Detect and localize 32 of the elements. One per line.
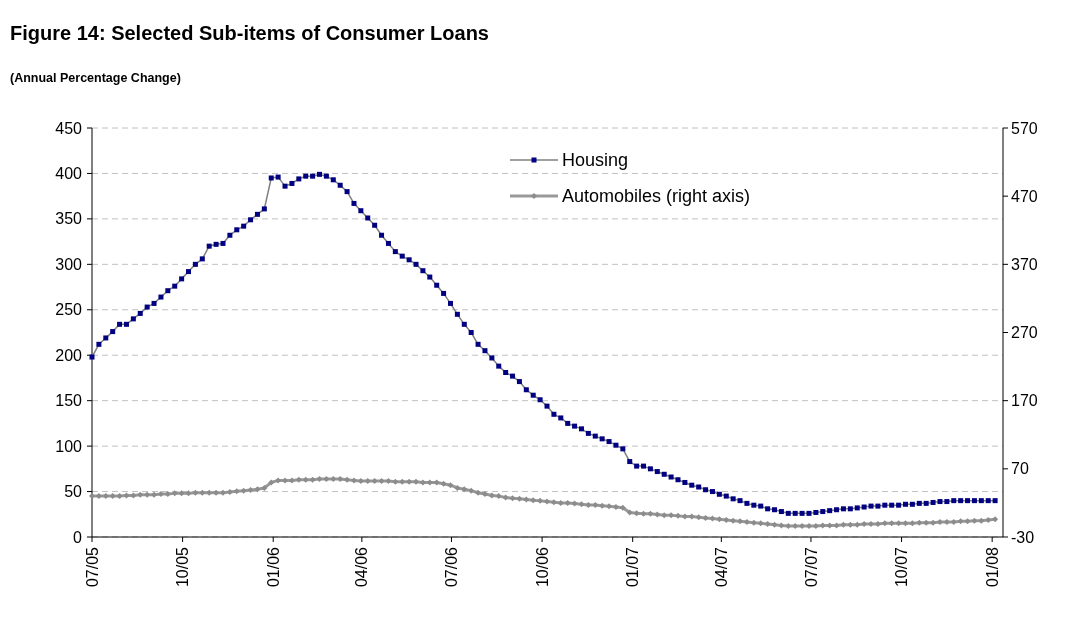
legend-label: Housing [562,150,629,171]
y-tick-label: 150 [55,392,83,410]
y-tick-label: 0 [73,528,83,546]
y2-tick-label: 470 [1011,187,1038,205]
y-tick-label: 250 [55,301,83,319]
y2-tick-label: 570 [1011,119,1038,137]
legend-label: Automobiles (right axis) [562,186,751,207]
y-tick-label: 350 [55,210,83,228]
chart-subtitle: (Annual Percentage Change) [10,71,181,85]
x-tick-label: 01/06 [264,546,282,588]
y-tick-label: 400 [55,165,83,183]
x-tick-label: 10/05 [174,546,192,588]
x-tick-label: 01/07 [624,546,642,588]
y-tick-label: 50 [64,483,83,501]
x-tick-label: 10/06 [533,546,551,588]
y2-tick-label: 370 [1011,255,1038,273]
y2-tick-label: 170 [1011,392,1038,410]
y-tick-label: 450 [55,119,83,137]
x-tick-label: 07/05 [83,546,101,588]
x-tick-label: 07/07 [802,546,820,588]
y2-tick-label: 70 [1011,460,1029,478]
x-tick-label: 01/08 [983,546,1001,588]
y-tick-label: 200 [55,346,83,364]
y-tick-label: 300 [55,255,83,273]
chart-title: Figure 14: Selected Sub-items of Consumer Loans [10,22,489,44]
x-tick-label: 07/06 [443,546,461,588]
x-tick-label: 04/06 [353,546,371,588]
y2-tick-label: -30 [1011,528,1035,546]
y-tick-label: 100 [55,437,83,455]
x-tick-label: 04/07 [712,546,730,588]
y2-tick-label: 270 [1011,324,1038,342]
x-tick-label: 10/07 [893,546,911,588]
